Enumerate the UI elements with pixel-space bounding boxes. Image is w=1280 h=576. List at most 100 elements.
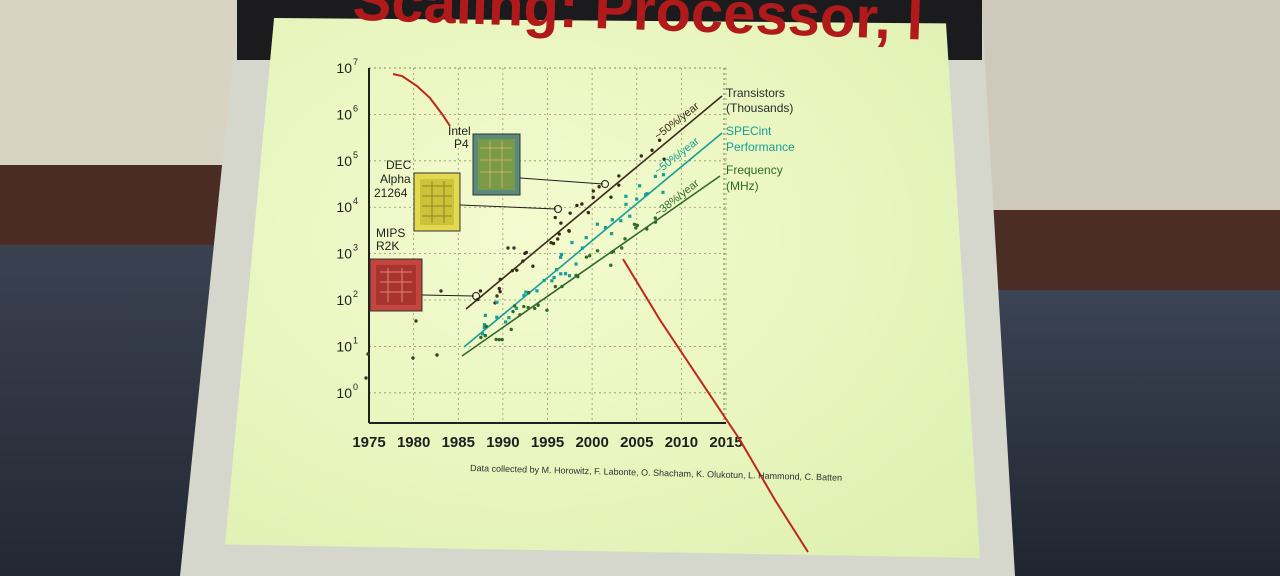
connector-dec — [459, 204, 557, 210]
trend-lines — [461, 95, 723, 357]
data-point-frequency — [609, 263, 613, 267]
annotation-stroke-top — [392, 73, 451, 127]
chip-dec-die-image — [413, 172, 461, 232]
x-tick-label: 1995 — [531, 434, 564, 451]
wood-panel-right — [985, 210, 1280, 295]
data-point-specint — [559, 252, 564, 257]
data-point-specint — [482, 325, 487, 330]
data-point-transistors — [555, 237, 560, 241]
data-point-frequency — [553, 284, 558, 289]
data-point-transistors — [650, 148, 654, 152]
data-point-transistors — [662, 157, 666, 161]
data-point-specint — [542, 278, 546, 283]
data-point-specint — [552, 275, 556, 280]
data-point-frequency — [635, 223, 640, 228]
data-point-transistors — [657, 138, 662, 142]
data-point-specint — [480, 332, 485, 336]
data-point-early — [506, 246, 510, 250]
data-point-early — [411, 356, 415, 360]
data-point-frequency — [632, 222, 637, 226]
data-point-transistors — [559, 221, 563, 225]
data-point-specint — [522, 293, 526, 297]
chip-mips-label-line1: MIPS — [376, 226, 405, 240]
y-tick-label: 10 — [336, 153, 352, 169]
data-point-frequency — [584, 255, 589, 259]
chip-intel-die-image — [472, 133, 521, 196]
chip-connectors — [421, 177, 609, 300]
chip-intel-label-line1: Intel — [448, 124, 471, 138]
data-point-specint — [661, 173, 666, 177]
legend-transistors-line2: (Thousands) — [726, 101, 793, 115]
data-point-frequency — [512, 304, 517, 308]
data-point-frequency — [574, 273, 578, 278]
data-point-transistors — [591, 189, 596, 193]
data-point-early — [512, 246, 516, 250]
trend-line-2 — [461, 175, 721, 357]
data-point-early — [364, 376, 368, 380]
data-point-specint — [524, 290, 528, 294]
data-points — [364, 138, 666, 380]
x-tick-label: 2000 — [575, 434, 608, 451]
data-point-specint — [609, 232, 614, 236]
data-point-specint — [580, 246, 585, 250]
chip-mips-label-line2: R2K — [376, 239, 399, 253]
y-tick-label: 10 — [336, 338, 352, 354]
projected-slide — [225, 18, 980, 558]
y-tick-label: 10 — [336, 292, 352, 308]
data-point-transistors — [575, 203, 579, 208]
data-point-frequency — [587, 254, 592, 258]
data-point-frequency — [595, 249, 600, 253]
data-point-frequency — [560, 284, 564, 289]
hand-annotations — [392, 73, 809, 553]
data-point-specint — [638, 184, 642, 188]
y-tick-exponent: 0 — [353, 382, 358, 392]
data-point-transistors — [617, 183, 621, 187]
data-point-frequency — [500, 337, 504, 342]
data-point-frequency — [545, 308, 549, 312]
chip-dec-label-line1: DEC — [386, 158, 412, 172]
data-point-frequency — [634, 226, 638, 230]
legend-frequency-line1: Frequency — [726, 163, 783, 177]
data-point-frequency — [484, 324, 488, 329]
data-point-transistors — [567, 228, 571, 233]
x-tick-label: 1975 — [352, 434, 385, 451]
data-point-frequency — [623, 237, 627, 241]
data-point-specint — [610, 218, 614, 222]
data-point-frequency — [511, 309, 515, 314]
data-point-specint — [570, 240, 574, 245]
y-tick-label: 10 — [336, 199, 352, 215]
wall-right — [980, 0, 1280, 215]
series-legend: Transistors (Thousands) SPECint Performa… — [726, 86, 795, 193]
data-point-specint — [653, 174, 657, 178]
y-tick-exponent: 5 — [353, 150, 358, 160]
board-right — [990, 290, 1280, 576]
data-point-specint — [645, 192, 649, 196]
x-tick-label: 2005 — [620, 434, 653, 451]
data-point-specint — [628, 214, 632, 218]
data-point-transistors — [497, 286, 502, 291]
data-point-early — [495, 294, 499, 298]
data-point-transistors — [597, 185, 601, 189]
data-point-specint — [495, 300, 499, 304]
marker-intel — [601, 180, 609, 188]
legend-transistors-line1: Transistors — [726, 86, 785, 100]
data-point-frequency — [611, 249, 616, 254]
data-point-frequency — [526, 305, 530, 310]
data-point-specint — [619, 219, 623, 223]
chip-dec-label-line3: 21264 — [374, 186, 408, 200]
data-point-transistors — [531, 264, 535, 268]
data-point-frequency — [532, 306, 537, 311]
chart-plot-area: 1975 1980 1985 1990 1995 2000 2005 2010 2015 10 0… — [336, 57, 742, 451]
data-point-transistors — [639, 154, 643, 158]
x-tick-label: 2010 — [665, 434, 698, 451]
data-point-frequency — [494, 337, 498, 342]
chip-mips-die-image — [369, 258, 423, 312]
x-tick-labels: 1975 1980 1985 1990 1995 2000 2005 2010 2015 — [352, 434, 742, 451]
data-point-transistors — [586, 210, 591, 215]
legend-frequency-line2: (MHz) — [726, 179, 759, 193]
data-point-transistors — [580, 202, 584, 206]
data-point-frequency — [497, 337, 501, 342]
y-tick-exponent: 6 — [353, 103, 358, 113]
x-tick-label: 1990 — [486, 434, 519, 451]
